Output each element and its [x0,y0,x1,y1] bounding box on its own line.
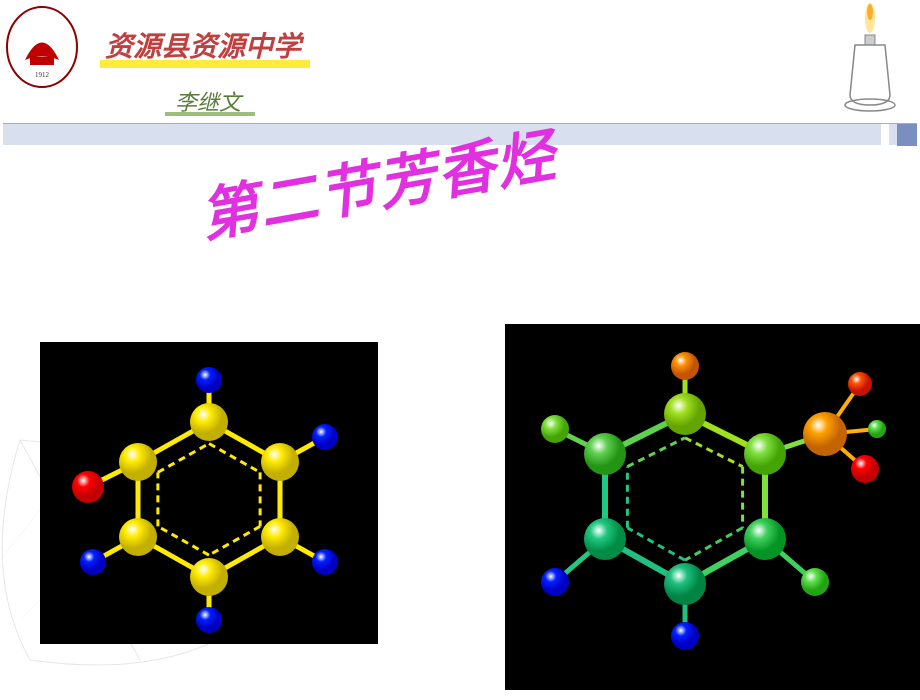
underline-green [165,112,255,116]
molecule-left [40,342,378,644]
underline-yellow [100,60,310,68]
divider-accent [897,124,917,146]
molecule-right [505,324,920,690]
logo-year: 1912 [35,71,50,79]
alcohol-lamp-icon [835,0,905,115]
school-logo: 1912 [5,5,80,90]
substituted-benzene-icon [505,324,920,690]
benzene-molecule-icon [40,342,378,644]
school-name: 资源县资源中学 [105,25,301,65]
divider-gap [881,124,889,146]
header: 1912 资源县资源中学 李继文 [0,0,920,120]
